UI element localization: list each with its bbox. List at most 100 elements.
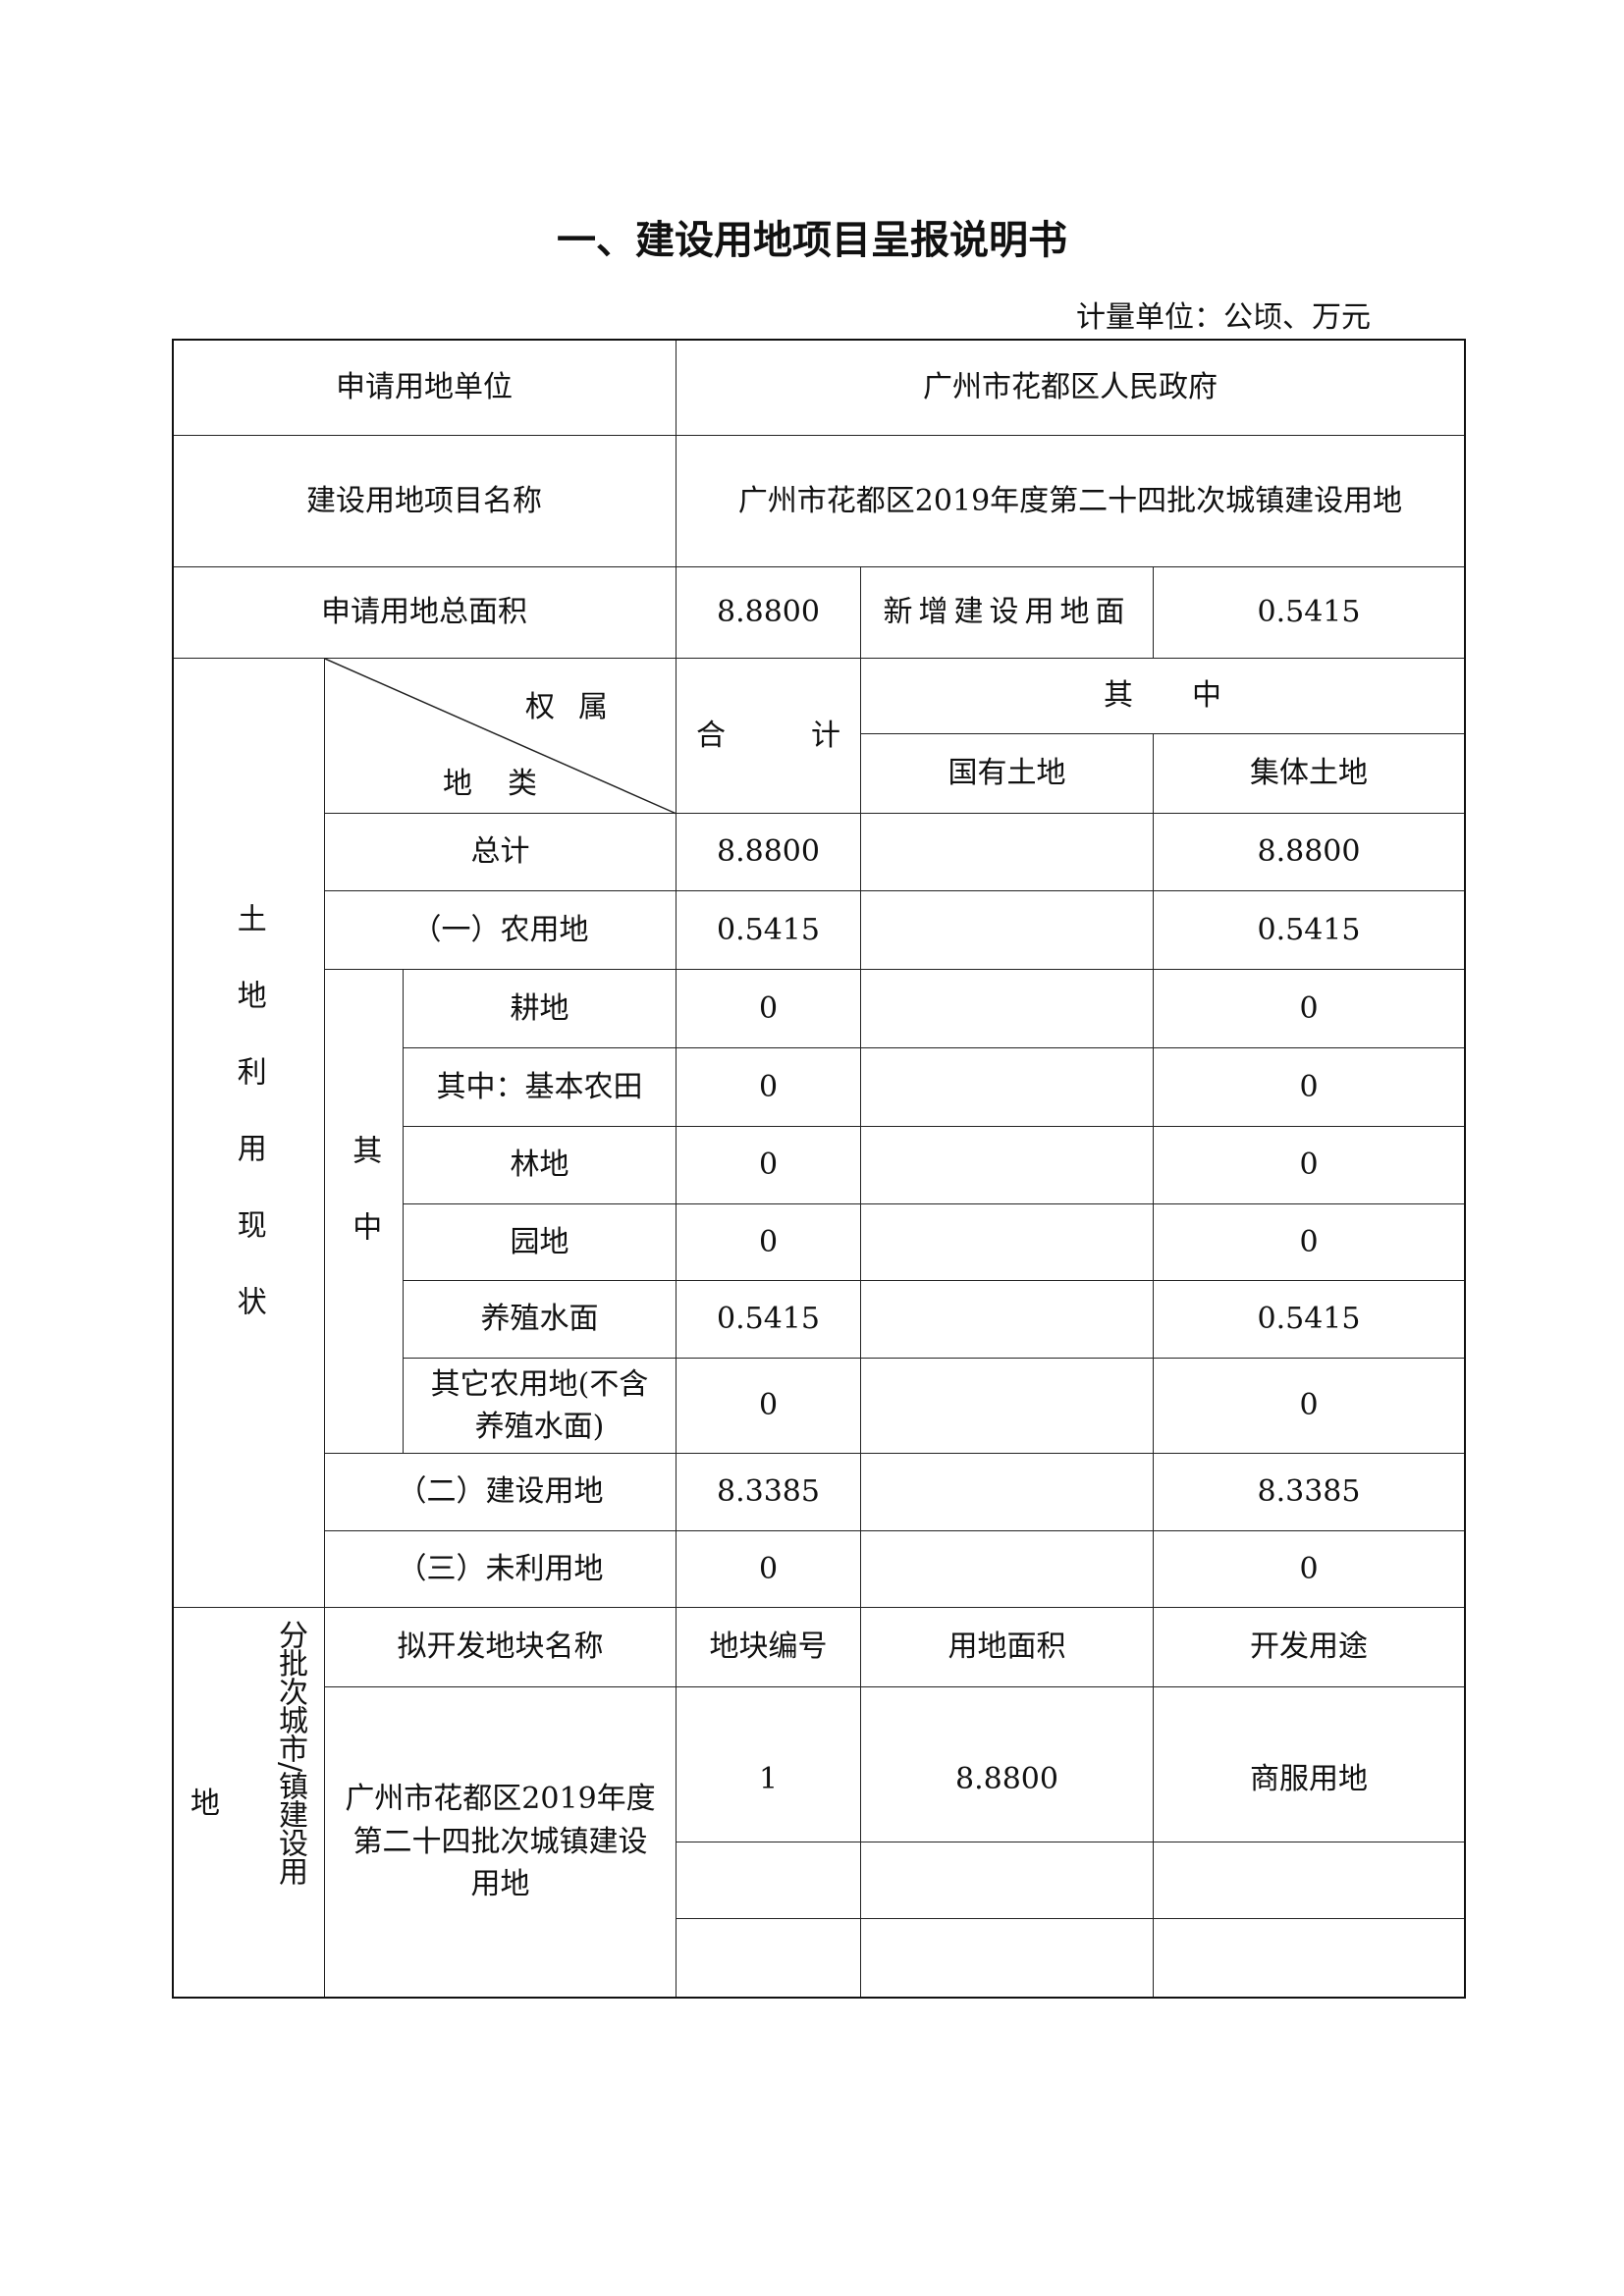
landuse-row-total-text: 0: [758, 1069, 779, 1104]
sub-of-which-label: 其中: [324, 969, 404, 1454]
landuse-row-state: [860, 1203, 1154, 1281]
landuse-row-total: 8.8800: [676, 813, 861, 891]
landuse-row-total-text: 0.5415: [717, 912, 820, 947]
landuse-row-label: 养殖水面: [403, 1280, 677, 1359]
batch-header-text: 地块编号: [709, 1629, 828, 1665]
landuse-row-label-text: 其中：基本农田: [436, 1069, 643, 1104]
landuse-row-collective-text: 0: [1299, 990, 1319, 1026]
landuse-row-total-text: 0.5415: [717, 1302, 820, 1337]
landuse-row-label-text: 养殖水面: [480, 1302, 599, 1337]
landuse-row-collective-text: 0.5415: [1257, 912, 1361, 947]
plot-area: [860, 1842, 1154, 1919]
landuse-row-label-text: 总计: [470, 834, 530, 870]
new-construction-area-label: 新增建设用地面: [860, 566, 1154, 659]
landuse-row-collective-text: 0: [1299, 1069, 1319, 1104]
landuse-row-state: [860, 1126, 1154, 1204]
landuse-row-collective-text: 0: [1299, 1551, 1319, 1586]
landuse-row-label: 总计: [324, 813, 677, 891]
ownership-label: 权属: [525, 690, 631, 724]
new-construction-area-value-text: 0.5415: [1257, 595, 1361, 630]
plot-number-text: 1: [758, 1762, 779, 1796]
landuse-row-total: 0: [676, 1203, 861, 1281]
landuse-row-collective-text: 0: [1299, 1148, 1319, 1183]
landuse-row-state: [860, 1047, 1154, 1127]
total-header-b: 计: [811, 718, 840, 753]
landuse-row-label: 园地: [403, 1203, 677, 1281]
diagonal-header: 权属地类: [324, 658, 677, 815]
landuse-row-total-text: 8.8800: [717, 834, 820, 870]
batch-header: 拟开发地块名称: [324, 1607, 677, 1687]
diagonal-line: [325, 659, 677, 815]
landuse-section-label: 土地利用现状: [172, 658, 325, 1608]
landuse-row-collective: 0: [1153, 1203, 1465, 1281]
plot-name-value-text: 广州市花都区2019年度第二十四批次城镇建设用地: [345, 1782, 656, 1902]
landuse-row-label: 耕地: [403, 969, 677, 1048]
landuse-row-total-text: 0: [758, 1148, 779, 1183]
total-area-label: 申请用地总面积: [172, 566, 677, 659]
applicant-label: 申请用地单位: [172, 339, 677, 436]
plot-use: 商服用地: [1153, 1686, 1465, 1842]
batch-section-label: 地 分批次城市/镇建设用: [172, 1607, 325, 1998]
batch-header: 用地面积: [860, 1607, 1154, 1687]
landuse-row-collective-text: 8.8800: [1257, 834, 1361, 870]
plot-area: 8.8800: [860, 1686, 1154, 1842]
batch-header-text: 拟开发地块名称: [397, 1629, 604, 1665]
total-header-a: 合: [696, 718, 726, 753]
landuse-row-total: 0.5415: [676, 1280, 861, 1359]
landuse-row-collective-text: 0: [1299, 1388, 1319, 1423]
landuse-row-state: [860, 969, 1154, 1048]
landuse-row-collective-text: 8.3385: [1257, 1474, 1361, 1510]
collective-land-header: 集体土地: [1153, 733, 1465, 814]
batch-header-text: 用地面积: [947, 1629, 1066, 1665]
project-name-label-text: 建设用地项目名称: [306, 483, 542, 518]
plot-use: [1153, 1842, 1465, 1919]
total-area-value-text: 8.8800: [717, 595, 820, 630]
landuse-row-collective-text: 0.5415: [1257, 1302, 1361, 1337]
landuse-row-collective: 0.5415: [1153, 890, 1465, 970]
landuse-row-total-text: 0: [758, 1388, 779, 1423]
plot-number: [676, 1918, 861, 1998]
landuse-row-total: 0: [676, 969, 861, 1048]
landuse-row-label: 其中：基本农田: [403, 1047, 677, 1127]
landuse-row-collective: 0: [1153, 1126, 1465, 1204]
landuse-row-collective: 0: [1153, 969, 1465, 1048]
landuse-row-label-text: 耕地: [510, 990, 569, 1026]
of-which-header: 其 中: [860, 658, 1465, 734]
document-title: 一、建设用地项目呈报说明书: [557, 218, 1067, 263]
landuse-row-state: [860, 1358, 1154, 1454]
landuse-row-label: 林地: [403, 1126, 677, 1204]
project-name-value: 广州市花都区2019年度第二十四批次城镇建设用地: [676, 435, 1465, 567]
landuse-row-label-text: （二）建设用地: [397, 1474, 604, 1510]
plot-use-text: 商服用地: [1250, 1762, 1368, 1796]
landuse-row-collective: 0.5415: [1153, 1280, 1465, 1359]
landuse-row-collective-text: 0: [1299, 1224, 1319, 1259]
landuse-row-label-text: 园地: [510, 1224, 569, 1259]
plot-number: [676, 1842, 861, 1919]
landuse-row-collective: 0: [1153, 1358, 1465, 1454]
plot-name-value: 广州市花都区2019年度第二十四批次城镇建设用地: [324, 1686, 677, 1998]
total-area-label-text: 申请用地总面积: [321, 595, 527, 630]
plot-area-text: 8.8800: [955, 1762, 1058, 1796]
landuse-row-total: 0: [676, 1530, 861, 1608]
landuse-row-label-text: （一）农用地: [411, 912, 589, 947]
state-land-header: 国有土地: [860, 733, 1154, 814]
unit-note: 计量单位：公顷、万元: [1076, 300, 1371, 335]
total-area-value: 8.8800: [676, 566, 861, 659]
landuse-row-state: [860, 890, 1154, 970]
landuse-row-total-text: 0: [758, 1551, 779, 1586]
landuse-row-label: （一）农用地: [324, 890, 677, 970]
landuse-row-collective: 8.8800: [1153, 813, 1465, 891]
of-which-header-text: 其 中: [1104, 678, 1221, 714]
landuse-row-label: （三）未利用地: [324, 1530, 677, 1608]
land-category-label: 地类: [443, 766, 572, 801]
new-construction-area-label-text: 新增建设用地面: [883, 595, 1131, 630]
plot-use: [1153, 1918, 1465, 1998]
landuse-section-label-text: 土地利用现状: [231, 903, 266, 1362]
landuse-row-collective: 0: [1153, 1530, 1465, 1608]
batch-header: 开发用途: [1153, 1607, 1465, 1687]
applicant-value: 广州市花都区人民政府: [676, 339, 1465, 436]
applicant-value-text: 广州市花都区人民政府: [923, 369, 1218, 404]
landuse-row-state: [860, 813, 1154, 891]
landuse-row-total: 0: [676, 1126, 861, 1204]
plot-number: 1: [676, 1686, 861, 1842]
